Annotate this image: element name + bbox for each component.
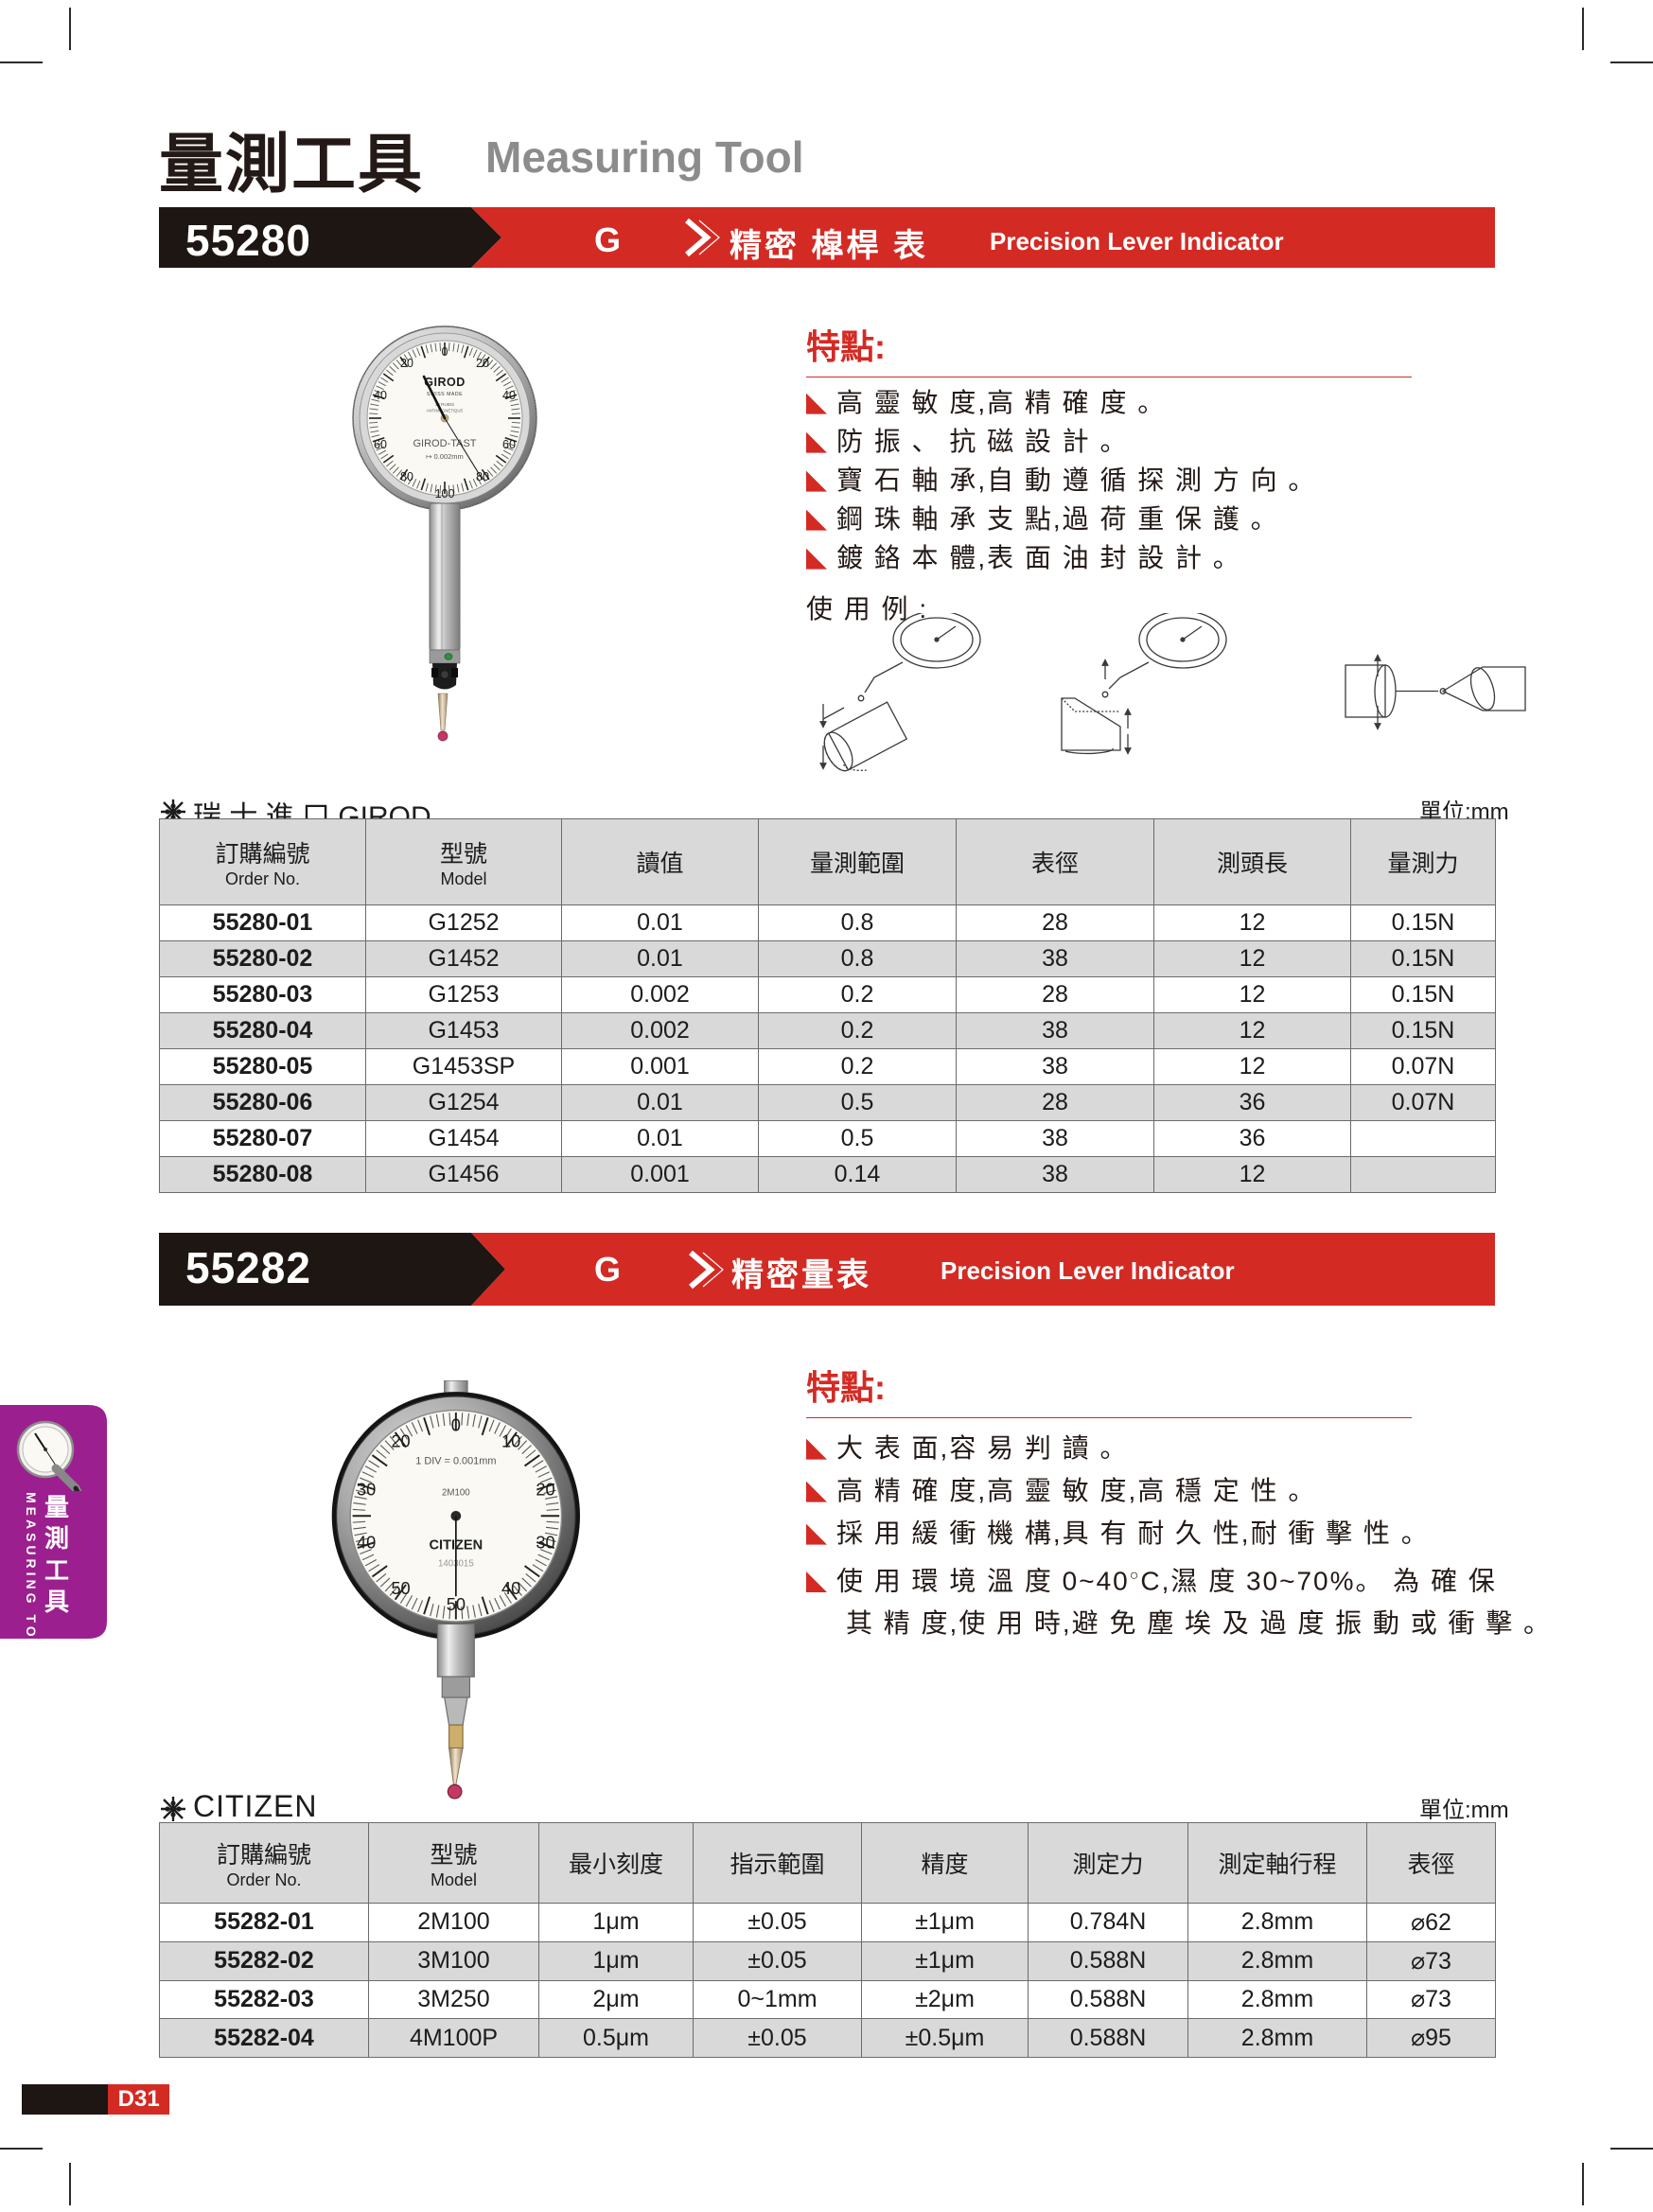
svg-text:10: 10: [501, 1431, 520, 1450]
svg-text:60: 60: [374, 438, 387, 451]
svg-text:20: 20: [391, 1431, 410, 1450]
svg-text:40: 40: [357, 1533, 376, 1552]
svg-text:20: 20: [400, 357, 413, 370]
svg-text:GIROD-TAST: GIROD-TAST: [413, 438, 476, 449]
svg-text:30: 30: [536, 1533, 554, 1552]
svg-text:20: 20: [476, 357, 489, 370]
svg-text:40: 40: [502, 389, 516, 402]
svg-text:50: 50: [391, 1579, 410, 1598]
svg-text:0: 0: [442, 345, 448, 359]
svg-text:30: 30: [357, 1480, 376, 1499]
svg-text:40: 40: [501, 1579, 520, 1598]
svg-text:ANTIMAGNETIQUE: ANTIMAGNETIQUE: [427, 409, 464, 413]
svg-text:20: 20: [536, 1480, 554, 1499]
svg-text:↦ 0.002mm: ↦ 0.002mm: [426, 452, 464, 461]
svg-text:100: 100: [435, 487, 455, 500]
svg-text:80: 80: [400, 470, 413, 483]
svg-text:40: 40: [374, 389, 387, 402]
svg-text:2M100: 2M100: [442, 1487, 470, 1498]
svg-text:60: 60: [502, 438, 516, 451]
svg-text:0: 0: [450, 1415, 460, 1434]
svg-text:1 DIV = 0.001mm: 1 DIV = 0.001mm: [415, 1456, 496, 1467]
svg-text:50: 50: [446, 1595, 465, 1614]
